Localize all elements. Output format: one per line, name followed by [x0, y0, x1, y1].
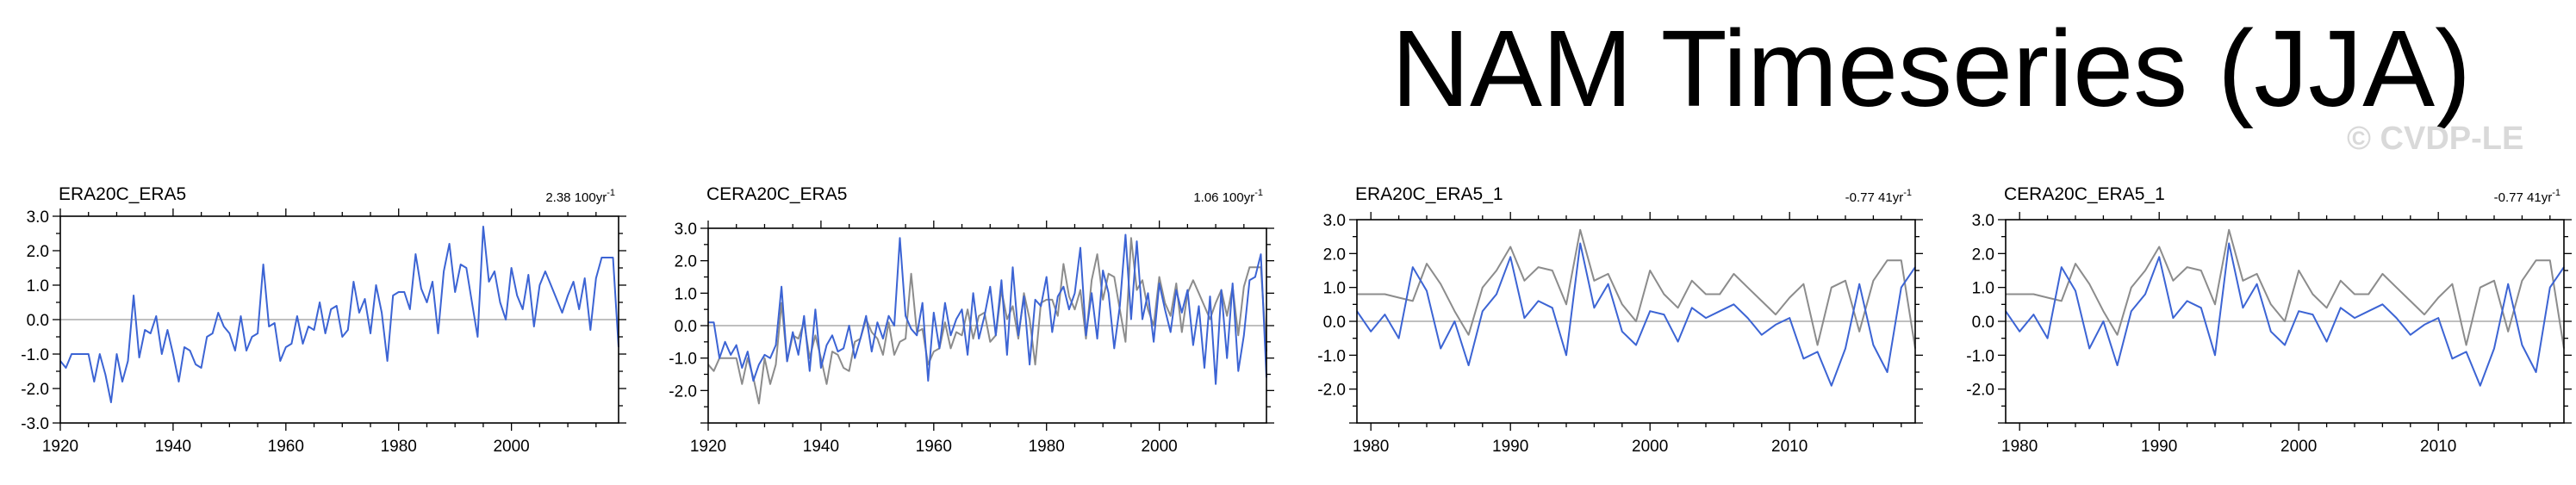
- y-tick-label: 1.0: [1972, 280, 1994, 298]
- y-tick-label: 1.0: [27, 277, 49, 295]
- x-tick-label: 2000: [1141, 438, 1177, 456]
- panel-title: ERA20C_ERA5: [59, 184, 186, 204]
- chart-panel-era20c-era5-1: ERA20C_ERA5_1 -0.77 41yr-1 -2.0 -1.0 0.0 1.0 2…: [1317, 184, 1923, 456]
- x-tick-label: 2010: [2420, 438, 2456, 456]
- y-tick-label: -1.0: [1317, 347, 1346, 365]
- x-tick-label: 1980: [1029, 438, 1065, 456]
- y-tick-label: -2.0: [1317, 382, 1346, 400]
- y-tick-label: 1.0: [1323, 280, 1346, 298]
- chart-panel-cera20c-era5: CERA20C_ERA5 1.06 100yr-1 -2.0 -1.0 0.0 1.0 2.…: [669, 184, 1274, 456]
- x-tick-label: 1960: [268, 438, 304, 456]
- y-tick-label: -2.0: [21, 381, 49, 399]
- y-tick-label: 0.0: [1972, 314, 1994, 332]
- x-tick-label: 2010: [1771, 438, 1808, 456]
- y-tick-label: 3.0: [1972, 212, 1994, 230]
- x-tick-label: 1990: [2141, 438, 2177, 456]
- y-tick-label: 2.0: [1972, 246, 1994, 264]
- y-tick-label: 3.0: [675, 221, 697, 239]
- series-line-primary: [708, 233, 1267, 385]
- y-tick-label: -1.0: [21, 346, 49, 364]
- trend-label: -0.77 41yr-1: [2494, 188, 2560, 205]
- y-tick-label: -1.0: [669, 351, 697, 369]
- x-tick-label: 1980: [2001, 438, 2038, 456]
- y-tick-label: 0.0: [675, 318, 697, 336]
- series-line-primary: [1356, 242, 1916, 387]
- x-tick-label: 1920: [42, 438, 78, 456]
- x-tick-label: 1980: [1353, 438, 1389, 456]
- trend-label: 1.06 100yr-1: [1193, 188, 1263, 205]
- series-line-reference: [1357, 228, 1916, 349]
- y-tick-label: 3.0: [27, 208, 49, 227]
- y-tick-label: 2.0: [1323, 246, 1346, 264]
- chart-panel-cera20c-era5-1: CERA20C_ERA5_1 -0.77 41yr-1 -2.0 -1.0 0.0 1.0…: [1966, 184, 2572, 456]
- series-line-primary: [2005, 242, 2565, 387]
- x-tick-label: 1990: [1492, 438, 1528, 456]
- panel-title: ERA20C_ERA5_1: [1355, 184, 1503, 204]
- x-tick-label: 2000: [2280, 438, 2317, 456]
- x-tick-label: 1980: [381, 438, 417, 456]
- y-tick-label: 2.0: [27, 243, 49, 261]
- y-tick-label: 2.0: [675, 253, 697, 271]
- x-tick-label: 2000: [493, 438, 529, 456]
- x-tick-label: 1940: [155, 438, 191, 456]
- series-line-reference: [2006, 228, 2565, 349]
- y-tick-label: -3.0: [21, 415, 49, 433]
- trend-label: -0.77 41yr-1: [1845, 188, 1912, 205]
- x-tick-label: 1920: [690, 438, 726, 456]
- y-tick-label: 0.0: [1323, 314, 1346, 332]
- chart-panel-era20c-era5: ERA20C_ERA5 2.38 100yr-1 -3.0 -2.0 -1.0 0.0 1.…: [21, 184, 626, 456]
- y-tick-label: 1.0: [675, 285, 697, 303]
- trend-label: 2.38 100yr-1: [545, 188, 615, 205]
- panel-title: CERA20C_ERA5: [706, 184, 847, 204]
- y-tick-label: 0.0: [27, 312, 49, 330]
- y-tick-label: -2.0: [1966, 382, 1994, 400]
- x-tick-label: 1940: [803, 438, 839, 456]
- watermark: © CVDP-LE: [2347, 121, 2524, 157]
- series-line-primary: [59, 226, 619, 403]
- panel-title: CERA20C_ERA5_1: [2004, 184, 2165, 204]
- x-tick-label: 1960: [916, 438, 952, 456]
- page-title: NAM Timeseries (JJA): [1391, 8, 2472, 129]
- x-tick-label: 2000: [1632, 438, 1668, 456]
- y-tick-label: -1.0: [1966, 347, 1994, 365]
- series-line-reference: [707, 237, 1267, 405]
- y-tick-label: -2.0: [669, 382, 697, 401]
- y-tick-label: 3.0: [1323, 212, 1346, 230]
